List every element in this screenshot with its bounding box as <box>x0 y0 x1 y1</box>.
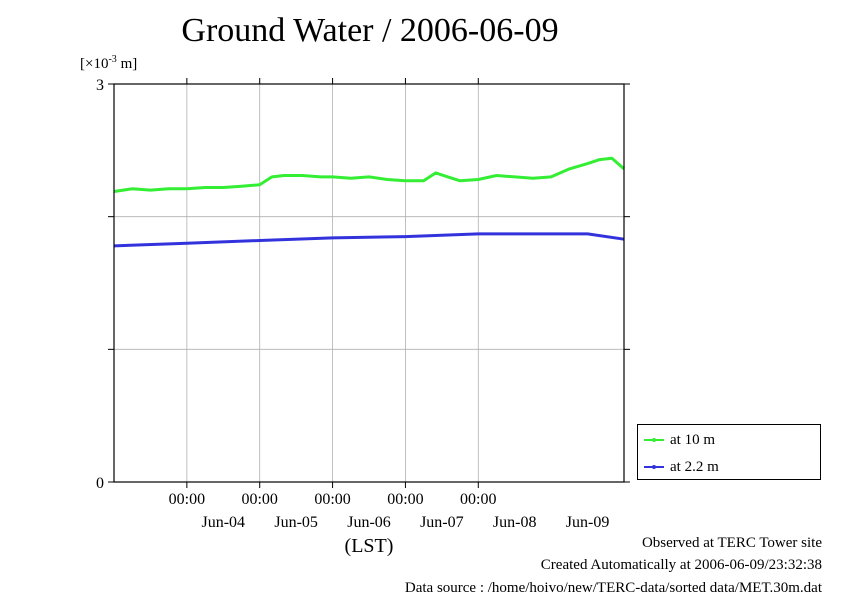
series-line-0 <box>113 156 625 193</box>
y-axis-unit-label: [×10-3 m] <box>80 54 138 72</box>
legend-swatch-blue <box>644 464 664 469</box>
x-day-label: Jun-09 <box>566 514 610 531</box>
x-day-label: Jun-07 <box>420 514 464 531</box>
legend: at 10 m at 2.2 m <box>637 424 821 480</box>
x-tick-time-label: 00:00 <box>387 491 423 508</box>
x-day-label: Jun-06 <box>347 514 391 531</box>
x-day-label: Jun-05 <box>274 514 318 531</box>
legend-item-at-2-2m: at 2.2 m <box>644 457 719 477</box>
y-tick-label: 3 <box>96 77 104 94</box>
x-tick-time-label: 00:00 <box>460 491 496 508</box>
footer-source: Data source : /home/hoivo/new/TERC-data/… <box>404 580 822 596</box>
legend-swatch-green <box>644 437 664 442</box>
footer-created: Created Automatically at 2006-06-09/23:3… <box>540 557 822 573</box>
legend-label: at 2.2 m <box>670 458 719 475</box>
x-day-label: Jun-08 <box>493 514 537 531</box>
x-tick-time-label: 00:00 <box>169 491 205 508</box>
x-day-label: Jun-04 <box>202 514 246 531</box>
legend-item-at-10m: at 10 m <box>644 430 715 450</box>
x-tick-time-label: 00:00 <box>314 491 350 508</box>
series-line-1 <box>113 232 625 248</box>
legend-label: at 10 m <box>670 431 715 448</box>
footer-observed: Observed at TERC Tower site <box>641 535 822 551</box>
y-tick-label: 0 <box>96 475 104 492</box>
x-tick-time-label: 00:00 <box>241 491 277 508</box>
plot-frame <box>113 83 625 483</box>
x-axis-label: (LST) <box>345 535 394 557</box>
chart-title: Ground Water / 2006-06-09 <box>181 12 559 49</box>
